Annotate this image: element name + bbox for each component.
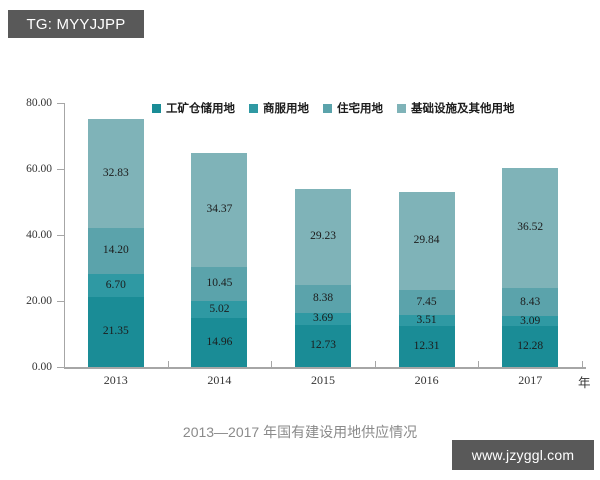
bar-segment-value-label: 3.09 bbox=[520, 314, 541, 327]
bar-2015[interactable]: 12.73 3.69 8.38 29.23 bbox=[295, 188, 351, 367]
x-axis-tick-label: 2015 bbox=[311, 373, 335, 387]
x-axis-tick-label: 2017 bbox=[518, 373, 543, 387]
bar-segment-2017-4[interactable]: 36.52 bbox=[502, 167, 559, 289]
bar-segment-2014-2[interactable]: 5.02 bbox=[191, 301, 248, 318]
legend-swatch-icon bbox=[152, 103, 161, 113]
bar-segment-value-label: 6.70 bbox=[105, 278, 126, 291]
y-axis-tick-label: 80.00 bbox=[26, 97, 52, 109]
y-axis-tick bbox=[57, 103, 65, 104]
bar-2013[interactable]: 21.35 6.70 14.20 32.83 bbox=[87, 119, 144, 367]
y-axis-tick bbox=[57, 235, 65, 236]
x-axis-tick bbox=[374, 361, 376, 368]
legend-swatch-icon bbox=[249, 103, 258, 113]
bar-segment-2017-3[interactable]: 8.43 bbox=[502, 288, 559, 317]
chart-caption: 2013—2017 年国有建设用地供应情况 bbox=[182, 424, 418, 440]
x-axis-line bbox=[64, 367, 586, 369]
bar-2017[interactable]: 12.28 3.09 8.43 36.52 bbox=[502, 167, 559, 367]
y-axis-tick-label: 40.00 bbox=[26, 229, 52, 241]
bar-segment-value-label: 34.37 bbox=[206, 203, 233, 216]
legend-item-1[interactable]: 工矿仓储用地 bbox=[152, 100, 235, 116]
legend-swatch-icon bbox=[323, 103, 332, 113]
legend-label: 商服用地 bbox=[263, 103, 309, 115]
y-axis-tick bbox=[57, 367, 65, 368]
x-axis-tick bbox=[167, 361, 169, 368]
x-axis-tick-label: 2016 bbox=[414, 373, 439, 387]
bar-segment-value-label: 12.31 bbox=[413, 339, 440, 352]
bar-2014[interactable]: 14.96 5.02 10.45 34.37 bbox=[191, 153, 248, 367]
x-axis-tick bbox=[271, 361, 273, 368]
chart-legend: 工矿仓储用地 商服用地 住宅用地 基础设施及其他用地 bbox=[148, 98, 519, 118]
bar-segment-value-label: 3.51 bbox=[416, 313, 437, 326]
y-axis-tick bbox=[57, 301, 65, 302]
x-axis-tick-label: 2013 bbox=[103, 373, 128, 387]
y-axis-tick-label: 20.00 bbox=[26, 295, 52, 307]
bar-segment-value-label: 7.45 bbox=[416, 295, 437, 308]
bar-segment-value-label: 29.84 bbox=[413, 234, 440, 247]
x-axis-tick bbox=[582, 361, 583, 368]
y-axis-tick bbox=[57, 169, 65, 170]
legend-item-3[interactable]: 住宅用地 bbox=[323, 100, 383, 116]
bar-segment-value-label: 32.83 bbox=[102, 166, 129, 179]
legend-item-2[interactable]: 商服用地 bbox=[249, 100, 309, 116]
bar-segment-value-label: 3.69 bbox=[312, 312, 334, 325]
bar-segment-2017-2[interactable]: 3.09 bbox=[502, 314, 559, 327]
x-axis-tick bbox=[64, 361, 65, 368]
bar-segment-2014-3[interactable]: 10.45 bbox=[191, 266, 248, 302]
legend-item-4[interactable]: 基础设施及其他用地 bbox=[397, 100, 515, 116]
y-axis-tick-label: 60.00 bbox=[26, 163, 52, 175]
bar-segment-value-label: 14.20 bbox=[102, 244, 129, 257]
bar-segment-2015-1[interactable]: 12.73 bbox=[295, 325, 351, 367]
top-watermark-badge: TG: MYYJJPP bbox=[8, 10, 144, 38]
bar-segment-value-label: 8.43 bbox=[520, 295, 541, 308]
bar-segment-value-label: 21.35 bbox=[102, 325, 129, 338]
plot-area: 21.35 6.70 14.20 32.83 14.96 5.02 10.45 34.37 12… bbox=[64, 103, 582, 367]
legend-swatch-icon bbox=[397, 103, 406, 113]
bar-segment-2015-4[interactable]: 29.23 bbox=[295, 188, 351, 286]
bar-segment-value-label: 8.38 bbox=[312, 292, 334, 305]
bar-segment-2015-3[interactable]: 8.38 bbox=[295, 285, 351, 313]
bar-segment-2013-1[interactable]: 21.35 bbox=[87, 296, 144, 367]
bar-2016[interactable]: 12.31 3.51 7.45 29.84 bbox=[398, 191, 455, 367]
bar-segment-2015-2[interactable]: 3.69 bbox=[295, 313, 351, 325]
bar-segment-2014-4[interactable]: 34.37 bbox=[191, 153, 248, 267]
bar-segment-2013-2[interactable]: 6.70 bbox=[87, 274, 144, 297]
bar-segment-2013-4[interactable]: 32.83 bbox=[87, 119, 144, 228]
bar-segment-value-label: 12.28 bbox=[517, 339, 544, 352]
bar-segment-value-label: 14.96 bbox=[206, 335, 233, 348]
bar-segment-value-label: 10.45 bbox=[206, 277, 233, 290]
y-axis-tick-label: 0.00 bbox=[31, 361, 52, 373]
bar-segment-2014-1[interactable]: 14.96 bbox=[191, 317, 248, 367]
bar-segment-value-label: 5.02 bbox=[209, 302, 230, 315]
bar-segment-2016-1[interactable]: 12.31 bbox=[398, 326, 455, 367]
bar-segment-value-label: 12.73 bbox=[310, 339, 336, 352]
bottom-watermark-badge: www.jzyggl.com bbox=[452, 440, 594, 470]
bar-segment-value-label: 29.23 bbox=[310, 230, 336, 243]
legend-label: 住宅用地 bbox=[337, 103, 383, 115]
x-axis-tick-label: 2014 bbox=[207, 373, 232, 387]
x-axis-unit-label: 年 bbox=[578, 376, 591, 390]
bar-segment-2016-2[interactable]: 3.51 bbox=[398, 313, 455, 327]
bar-segment-2013-3[interactable]: 14.20 bbox=[87, 227, 144, 275]
x-axis-tick bbox=[478, 361, 480, 368]
bar-segment-2016-4[interactable]: 29.84 bbox=[398, 191, 455, 291]
legend-label: 工矿仓储用地 bbox=[166, 103, 235, 115]
stacked-bar-chart: 工矿仓储用地 商服用地 住宅用地 基础设施及其他用地 0.00 20.00 40.00 60… bbox=[0, 60, 600, 440]
bar-segment-2016-3[interactable]: 7.45 bbox=[398, 290, 455, 315]
legend-label: 基础设施及其他用地 bbox=[411, 103, 515, 115]
bar-segment-2017-1[interactable]: 12.28 bbox=[502, 326, 559, 367]
bar-segment-value-label: 36.52 bbox=[517, 221, 544, 234]
